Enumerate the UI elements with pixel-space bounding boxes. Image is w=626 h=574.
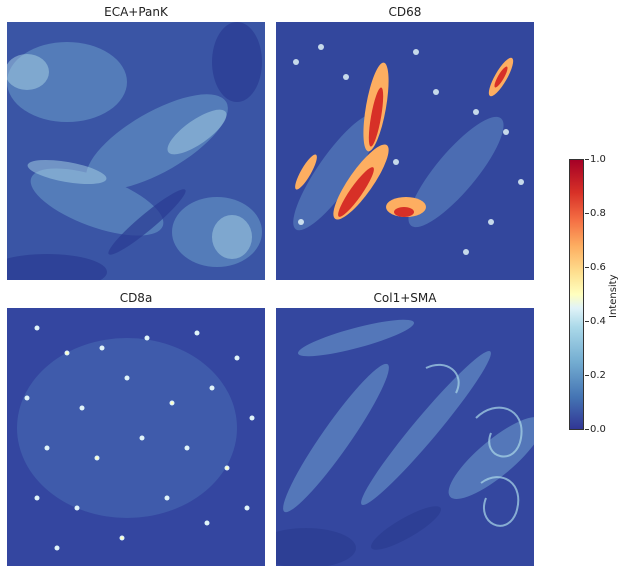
- colorbar-tick: [585, 375, 589, 376]
- colorbar-tick: [585, 267, 589, 268]
- colorbar-tick-label: 1.0: [590, 154, 606, 165]
- eca-pank-image: [7, 22, 265, 280]
- image-panel-cd8a: [7, 308, 265, 566]
- colorbar-tick-label: 0.4: [590, 316, 606, 327]
- panel-title-eca-pank: ECA+PanK: [104, 5, 168, 19]
- colorbar-tick: [585, 159, 589, 160]
- col1-sma-image: [276, 308, 534, 566]
- colorbar: [569, 159, 584, 430]
- panel-title-col1-sma: Col1+SMA: [373, 291, 437, 305]
- cd8a-image: [7, 308, 265, 566]
- colorbar-tick-label: 0.2: [590, 370, 606, 381]
- colorbar-tick: [585, 213, 589, 214]
- colorbar-label: Intensity: [608, 274, 619, 318]
- cd68-image: [276, 22, 534, 280]
- image-panel-cd68: [276, 22, 534, 280]
- image-panel-col1-sma: [276, 308, 534, 566]
- panel-title-cd68: CD68: [388, 5, 422, 19]
- colorbar-tick-label: 0.8: [590, 208, 606, 219]
- colorbar-tick-label: 0.0: [590, 424, 606, 435]
- colorbar-tick: [585, 321, 589, 322]
- colorbar-tick: [585, 429, 589, 430]
- colorbar-tick-label: 0.6: [590, 262, 606, 273]
- image-panel-eca-pank: [7, 22, 265, 280]
- panel-title-cd8a: CD8a: [119, 291, 153, 305]
